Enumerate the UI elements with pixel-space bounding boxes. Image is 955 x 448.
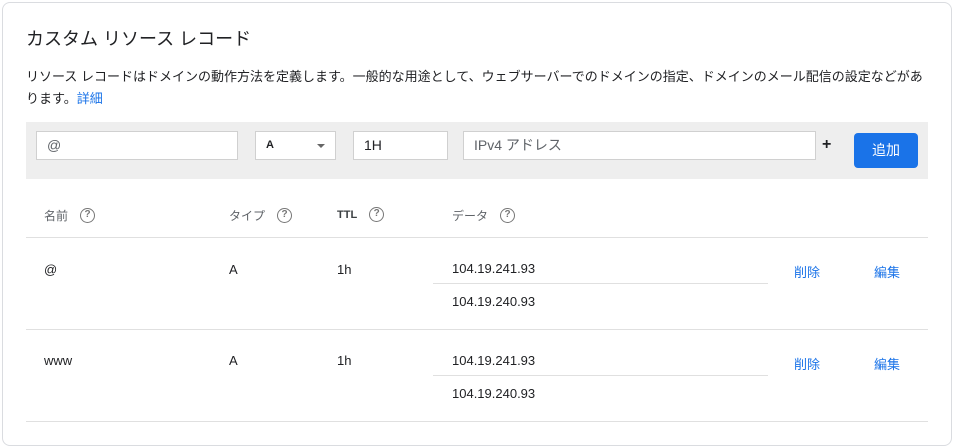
type-select-value: A [266,139,274,151]
add-button[interactable]: 追加 [854,133,918,168]
header-name-label: 名前 [44,209,69,223]
edit-link[interactable]: 編集 [874,357,901,372]
divider [433,375,768,376]
delete-link[interactable]: 削除 [794,357,821,372]
row-data: 104.19.240.93 [452,294,536,309]
row-data: 104.19.241.93 [452,261,536,276]
header-data: データ? [452,207,516,224]
data-input[interactable]: IPv4 アドレス [463,131,816,160]
divider [26,329,928,330]
type-select[interactable]: A [255,131,336,160]
row-data: 104.19.241.93 [452,353,536,368]
card-title: カスタム リソース レコード [26,29,252,49]
details-link[interactable]: 詳細 [76,91,103,106]
header-data-label: データ [452,209,489,223]
add-data-plus-icon[interactable]: + [822,136,832,153]
header-ttl-label: TTL [337,208,358,221]
header-ttl: TTL? [337,207,385,222]
help-icon[interactable]: ? [500,208,516,223]
divider [26,237,928,238]
row-type: A [229,262,238,277]
row-ttl: 1h [337,353,352,368]
row-type: A [229,353,238,368]
divider [433,283,768,284]
delete-link[interactable]: 削除 [794,265,821,280]
divider [26,421,928,422]
row-data: 104.19.240.93 [452,386,536,401]
edit-link[interactable]: 編集 [874,265,901,280]
help-icon[interactable]: ? [277,208,293,223]
description-text: リソース レコードはドメインの動作方法を定義します。一般的な用途として、ウェブサ… [26,69,923,106]
row-ttl: 1h [337,262,352,277]
name-input[interactable]: @ [36,131,238,160]
header-type-label: タイプ [229,209,266,223]
row-name: @ [44,262,58,277]
header-type: タイプ? [229,207,293,224]
ttl-input[interactable]: 1H [353,131,448,160]
help-icon[interactable]: ? [80,208,96,223]
header-name: 名前? [44,207,96,224]
description: リソース レコードはドメインの動作方法を定義します。一般的な用途として、ウェブサ… [26,66,926,110]
row-name: www [44,353,73,368]
help-icon[interactable]: ? [369,207,385,222]
chevron-down-icon [317,144,325,148]
